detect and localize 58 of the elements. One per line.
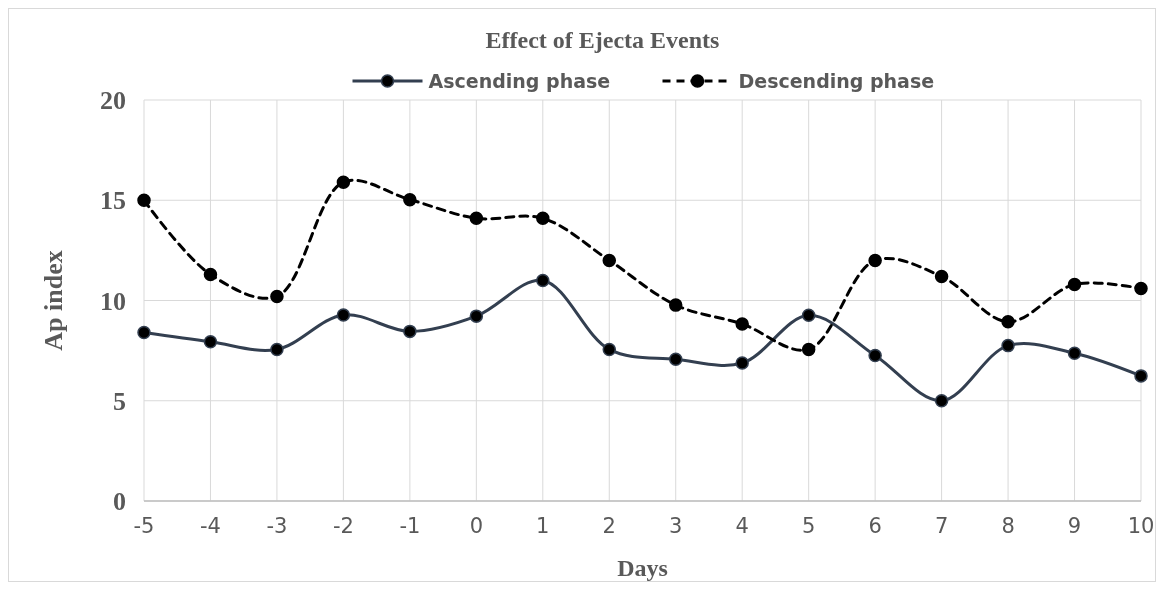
point	[536, 211, 550, 226]
point	[1134, 281, 1148, 296]
x-tick-label: 2	[602, 514, 616, 538]
x-tick-label: 0	[469, 514, 484, 538]
point	[934, 394, 949, 408]
point	[336, 175, 351, 189]
x-tick-label: 7	[934, 514, 949, 538]
x-tick-label: 6	[868, 514, 882, 538]
point	[203, 335, 218, 349]
y-tick-label: 5	[113, 386, 126, 416]
x-tick-label: -3	[266, 514, 288, 538]
point	[1001, 315, 1015, 329]
point	[801, 308, 816, 323]
y-tick-label: 10	[100, 286, 126, 316]
chart-title: Effect of Ejecta Events	[485, 27, 720, 53]
x-axis-title: Days	[617, 555, 668, 581]
point	[668, 352, 683, 366]
point	[602, 342, 617, 357]
legend-label: Ascending phase	[428, 69, 611, 92]
point	[868, 253, 882, 268]
x-tick-label: -1	[399, 514, 421, 538]
point	[403, 324, 417, 339]
point	[1001, 338, 1015, 353]
point	[403, 192, 417, 207]
y-tick-label: 20	[100, 86, 126, 116]
x-tick-label: -4	[199, 514, 221, 538]
point	[668, 298, 683, 312]
point	[137, 193, 151, 207]
y-axis-title: Ap index	[39, 250, 68, 351]
point	[203, 267, 218, 282]
point	[469, 211, 484, 226]
point	[801, 342, 816, 357]
x-tick-label: -2	[332, 514, 354, 538]
x-tick-label: 1	[536, 514, 550, 538]
point	[469, 309, 484, 323]
point	[270, 289, 284, 304]
point	[735, 356, 749, 370]
point	[536, 273, 550, 288]
point	[868, 348, 882, 363]
point	[1067, 277, 1082, 292]
point	[735, 317, 749, 331]
x-tick-label: 4	[735, 514, 749, 538]
x-tick-label: 3	[669, 514, 683, 538]
x-tick-label: 8	[1001, 514, 1015, 538]
y-tick-label: 15	[100, 186, 126, 216]
point	[336, 308, 351, 322]
legend-label: Descending phase	[738, 69, 935, 92]
point	[1067, 346, 1082, 360]
point	[934, 269, 949, 284]
point	[270, 342, 284, 357]
x-tick-label: -5	[133, 514, 155, 538]
y-tick-label: 0	[113, 487, 126, 517]
x-tick-label: 5	[801, 514, 816, 538]
point	[1134, 369, 1148, 383]
point	[137, 325, 151, 340]
x-tick-label: 9	[1067, 514, 1082, 538]
point	[602, 253, 617, 268]
x-tick-label: 10	[1127, 514, 1155, 538]
